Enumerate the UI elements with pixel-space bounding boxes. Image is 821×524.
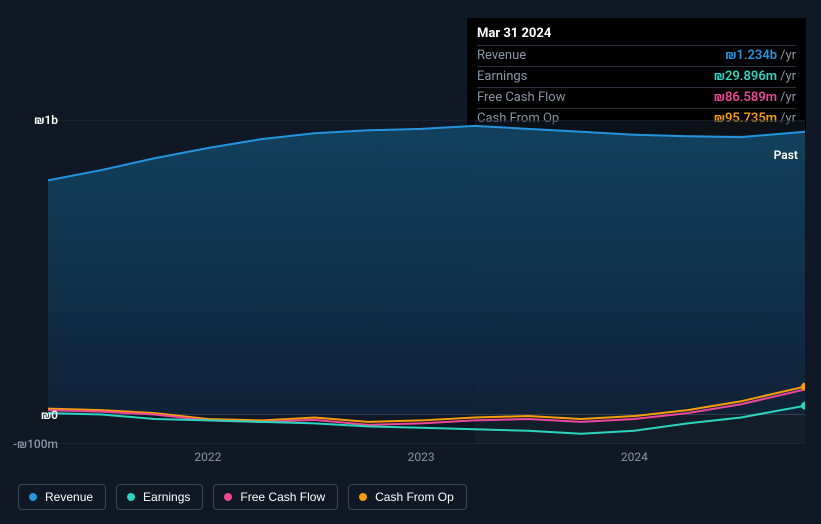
legend-item-revenue[interactable]: Revenue [18, 484, 106, 510]
tooltip-row: Revenue ₪1.234b/yr [477, 45, 796, 66]
financial-chart-panel: Mar 31 2024 Revenue ₪1.234b/yr Earnings ₪29… [0, 0, 821, 524]
legend-item-earnings[interactable]: Earnings [116, 484, 203, 510]
legend-dot-icon [29, 493, 37, 501]
past-region-label: Past [774, 148, 798, 162]
legend-item-free-cash-flow[interactable]: Free Cash Flow [213, 484, 338, 510]
legend-dot-icon [224, 493, 232, 501]
legend-item-cash-from-op[interactable]: Cash From Op [348, 484, 467, 510]
y-axis-label: ₪1b [34, 113, 58, 127]
legend-item-label: Cash From Op [375, 490, 454, 504]
legend-item-label: Free Cash Flow [240, 490, 325, 504]
tooltip-row-label: Revenue [477, 48, 526, 64]
chart-legend: Revenue Earnings Free Cash Flow Cash From O… [18, 484, 467, 510]
legend-dot-icon [127, 493, 135, 501]
time-series-chart[interactable] [16, 120, 805, 444]
tooltip-row: Free Cash Flow ₪86.589m/yr [477, 87, 796, 108]
chart-area: ₪1b₪0-₪100m 202220232024 Past [16, 120, 805, 480]
tooltip-row-label: Earnings [477, 69, 527, 85]
y-axis-label: ₪0 [41, 408, 58, 422]
tooltip-row: Earnings ₪29.896m/yr [477, 66, 796, 87]
chart-tooltip: Mar 31 2024 Revenue ₪1.234b/yr Earnings ₪29… [467, 18, 806, 135]
tooltip-row-value: ₪86.589m/yr [714, 90, 796, 106]
x-axis-label: 2024 [621, 450, 648, 464]
x-axis-label: 2023 [408, 450, 435, 464]
tooltip-row-value: ₪1.234b/yr [725, 48, 796, 64]
legend-dot-icon [359, 493, 367, 501]
tooltip-row-value: ₪29.896m/yr [714, 69, 796, 85]
x-axis-label: 2022 [194, 450, 221, 464]
tooltip-row-label: Free Cash Flow [477, 90, 565, 106]
y-axis-label: -₪100m [13, 437, 58, 451]
tooltip-date: Mar 31 2024 [477, 24, 796, 45]
legend-item-label: Earnings [143, 490, 190, 504]
legend-item-label: Revenue [45, 490, 93, 504]
